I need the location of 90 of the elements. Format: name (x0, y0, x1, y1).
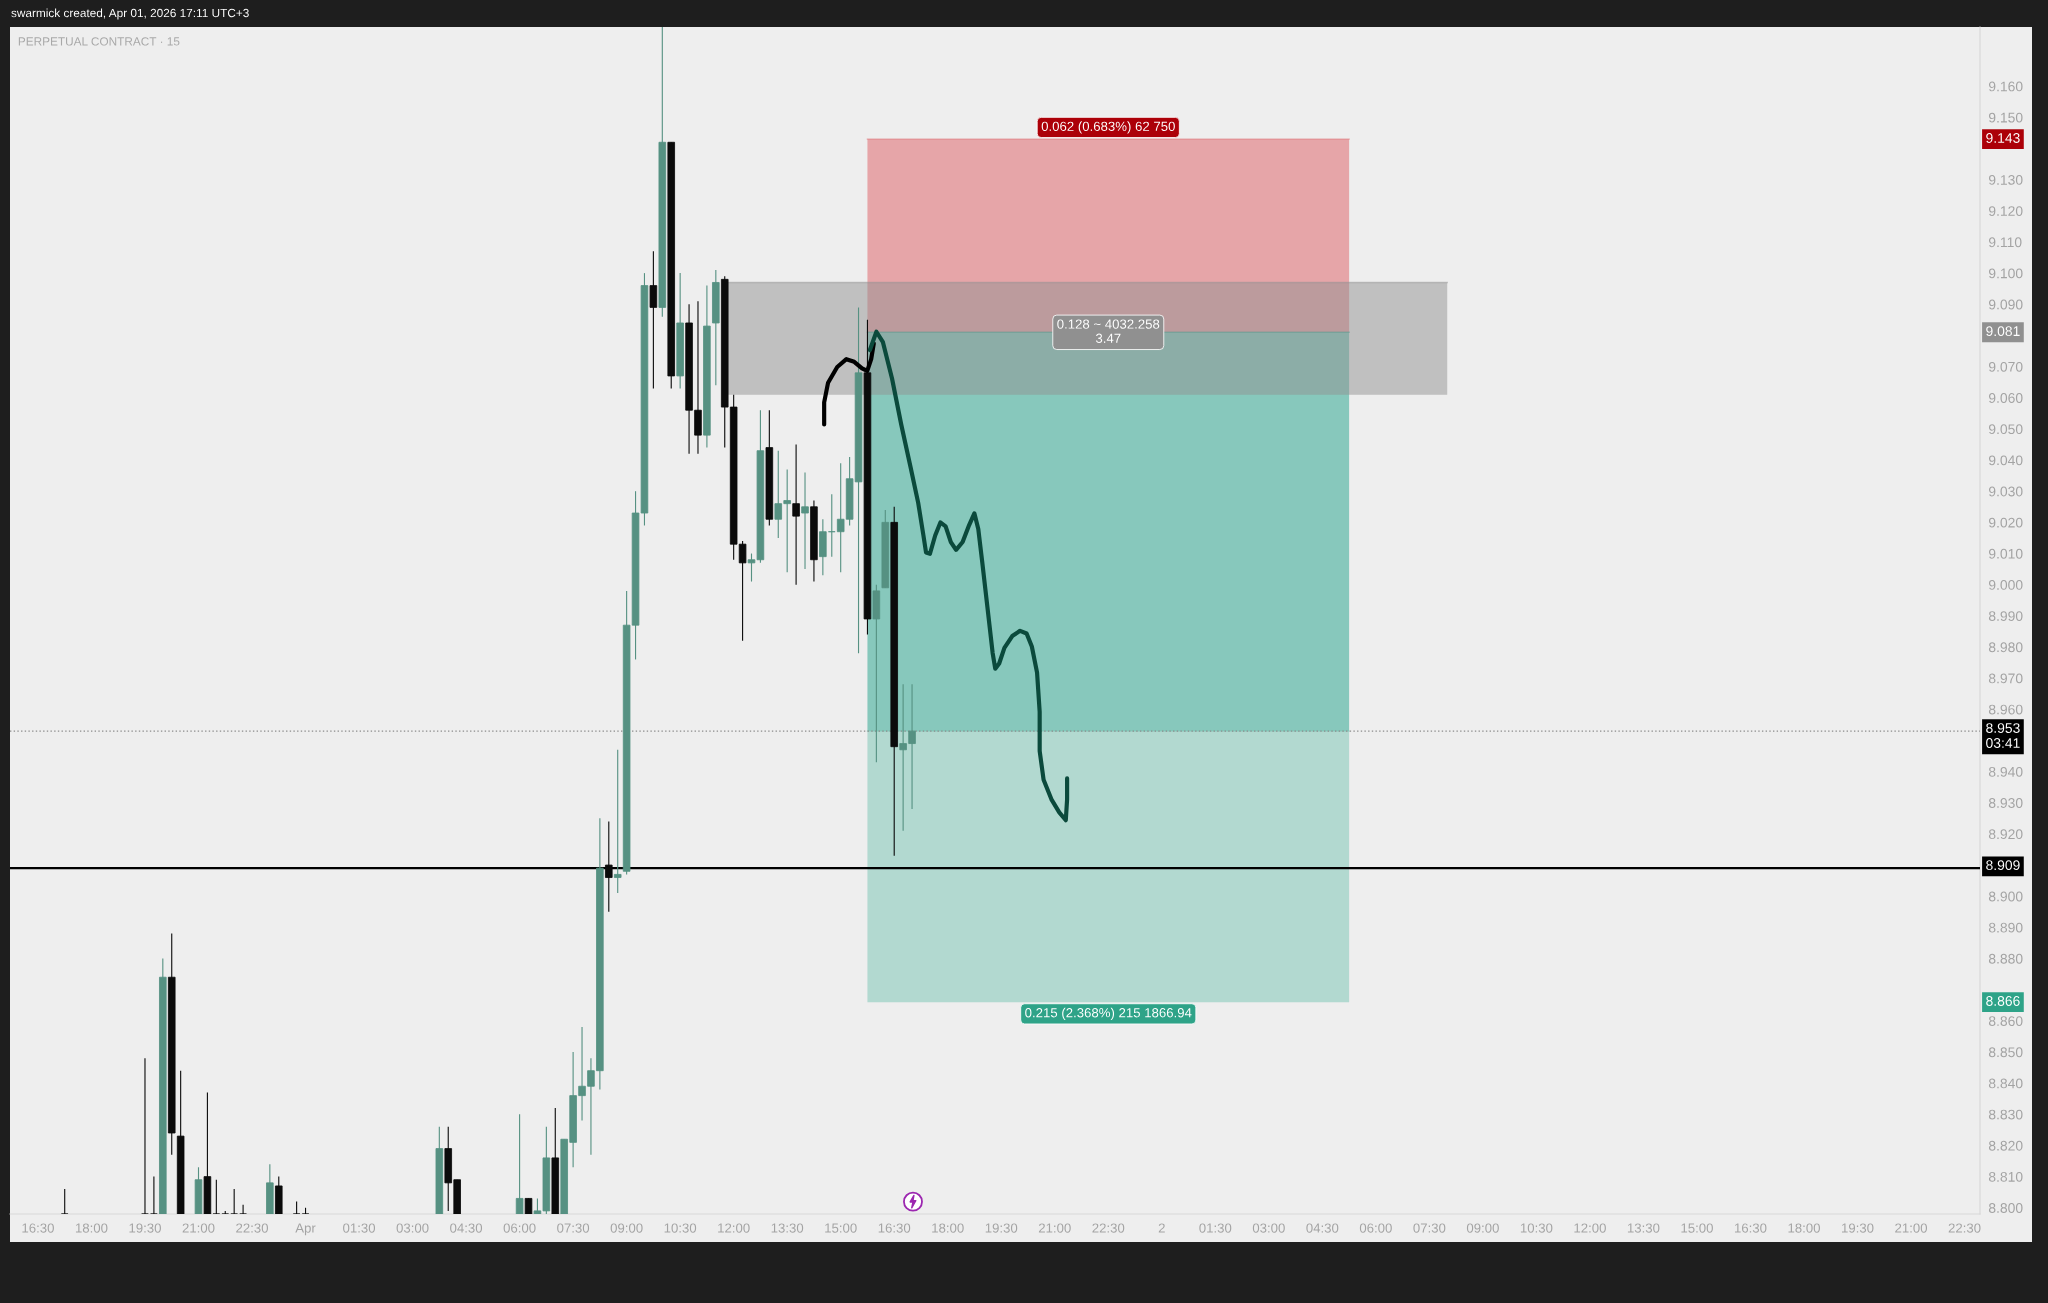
annotation: 8.866 (1986, 996, 2020, 1006)
x-tick-label: 04:30 (1306, 1223, 1339, 1233)
x-tick-label: 01:30 (1199, 1223, 1232, 1233)
annotation: 0.128 ~ 4032.258 3.47 (1057, 319, 1160, 343)
y-tick-label: 9.090 (1988, 299, 2023, 310)
x-tick-label: 06:00 (503, 1223, 536, 1233)
y-tick-label: 8.920 (1988, 829, 2023, 840)
x-tick-label: 18:00 (932, 1223, 964, 1233)
ref-line-label: 8.909 (1986, 860, 2020, 871)
y-tick-label: 9.040 (1988, 455, 2023, 466)
y-tick-label: 8.850 (1988, 1047, 2023, 1058)
y-tick-label: 9.060 (1988, 393, 2023, 403)
x-tick-label: 09:00 (1466, 1223, 1499, 1233)
y-tick-label: 8.980 (1988, 642, 2023, 653)
candlestick (792, 443, 800, 586)
x-tick-label: 13:30 (771, 1223, 804, 1233)
y-tick-label: 8.820 (1988, 1140, 2023, 1151)
x-tick-label: 01:30 (343, 1223, 376, 1233)
y-tick-label: 8.970 (1988, 673, 2023, 684)
y-tick-label: 9.150 (1988, 112, 2023, 123)
y-tick-label: 9.160 (1988, 81, 2023, 92)
annotation: 9.081 (1986, 326, 2020, 337)
x-tick-label: 03:00 (396, 1223, 429, 1233)
x-tick-label: 16:30 (878, 1223, 911, 1233)
x-tick-label: 09:00 (610, 1223, 643, 1233)
y-tick-label: 9.020 (1988, 517, 2023, 528)
text: swarmick created, Apr 01, 2026 17:11 UTC+3 (11, 8, 249, 20)
x-tick-label: 12:00 (718, 1223, 750, 1233)
y-tick-label: 9.000 (1988, 580, 2023, 590)
x-tick-label: 13:30 (1627, 1223, 1660, 1233)
x-tick-label: 15:00 (1681, 1223, 1713, 1233)
x-tick-label: 21:00 (182, 1223, 215, 1233)
annotation: 9.143 (1986, 133, 2020, 143)
candlestick (515, 1113, 524, 1214)
y-tick-label: 8.900 (1988, 891, 2023, 902)
x-tick-label: Apr (295, 1223, 316, 1236)
y-tick-label: 8.940 (1988, 766, 2023, 777)
candlestick (239, 1204, 247, 1214)
x-tick-label: 06:00 (1359, 1223, 1392, 1233)
candlestick (141, 1057, 149, 1214)
y-tick-label: 9.100 (1988, 268, 2023, 279)
x-tick-label: 21:00 (1895, 1223, 1928, 1233)
x-tick-label: 19:30 (129, 1223, 161, 1233)
x-tick-label: 22:30 (1948, 1223, 1981, 1233)
candlestick (649, 250, 658, 389)
x-tick-label: 07:30 (557, 1223, 590, 1233)
x-tick-label: 18:00 (1788, 1223, 1820, 1233)
candlestick (613, 749, 622, 894)
annotation: 0.062 (0.683%) 62 750 (1041, 121, 1175, 134)
x-tick-label: 22:30 (1092, 1223, 1125, 1233)
y-tick-label: 8.890 (1988, 922, 2023, 933)
y-tick-label: 9.050 (1988, 424, 2023, 435)
y-tick-label: 8.960 (1988, 704, 2023, 715)
x-tick-label: 18:00 (75, 1223, 108, 1233)
y-tick-label: 9.070 (1988, 361, 2023, 372)
y-tick-label: 8.840 (1988, 1078, 2023, 1089)
annotation: 0.215 (2.368%) 215 1866.94 (1025, 1007, 1192, 1020)
y-tick-label: 9.030 (1988, 486, 2023, 497)
x-tick-label: 16:30 (22, 1223, 54, 1233)
x-tick-label: 07:30 (1413, 1223, 1446, 1233)
y-tick-label: 8.990 (1988, 611, 2023, 621)
text: PERPETUAL CONTRACT · 15 (18, 37, 180, 46)
y-tick-label: 8.800 (1988, 1203, 2023, 1213)
x-tick-label: 21:00 (1038, 1223, 1071, 1233)
y-tick-label: 8.830 (1988, 1109, 2023, 1120)
x-tick-label: 10:30 (664, 1223, 697, 1233)
y-tick-label: 9.130 (1988, 174, 2023, 185)
y-tick-label: 8.880 (1988, 953, 2023, 964)
candlestick (801, 471, 809, 570)
candlestick (150, 1176, 158, 1214)
x-tick-label: 12:00 (1574, 1223, 1606, 1233)
y-tick-label: 8.860 (1988, 1016, 2023, 1027)
ref-line-label: 8.953 03:41 (1986, 723, 2020, 748)
candlestick (230, 1188, 238, 1214)
x-tick-label: 16:30 (1734, 1223, 1767, 1233)
y-tick-label: 9.110 (1988, 237, 2022, 248)
candlestick (212, 1179, 221, 1214)
y-tick-label: 8.930 (1988, 798, 2023, 808)
y-tick-label: 9.120 (1988, 206, 2023, 216)
x-tick-label: 19:30 (1842, 1223, 1874, 1233)
x-tick-label: 10:30 (1520, 1223, 1553, 1233)
x-tick-label: 19:30 (985, 1223, 1018, 1233)
y-tick-label: 8.810 (1988, 1171, 2023, 1182)
x-tick-label: 03:00 (1252, 1223, 1285, 1233)
x-tick-label: 22:30 (236, 1223, 269, 1233)
x-tick-label: 04:30 (450, 1223, 483, 1233)
candlestick (60, 1188, 69, 1214)
x-tick-label: 15:00 (825, 1223, 857, 1233)
x-tick-label: 2 (1158, 1223, 1165, 1233)
y-tick-label: 9.010 (1988, 548, 2023, 559)
